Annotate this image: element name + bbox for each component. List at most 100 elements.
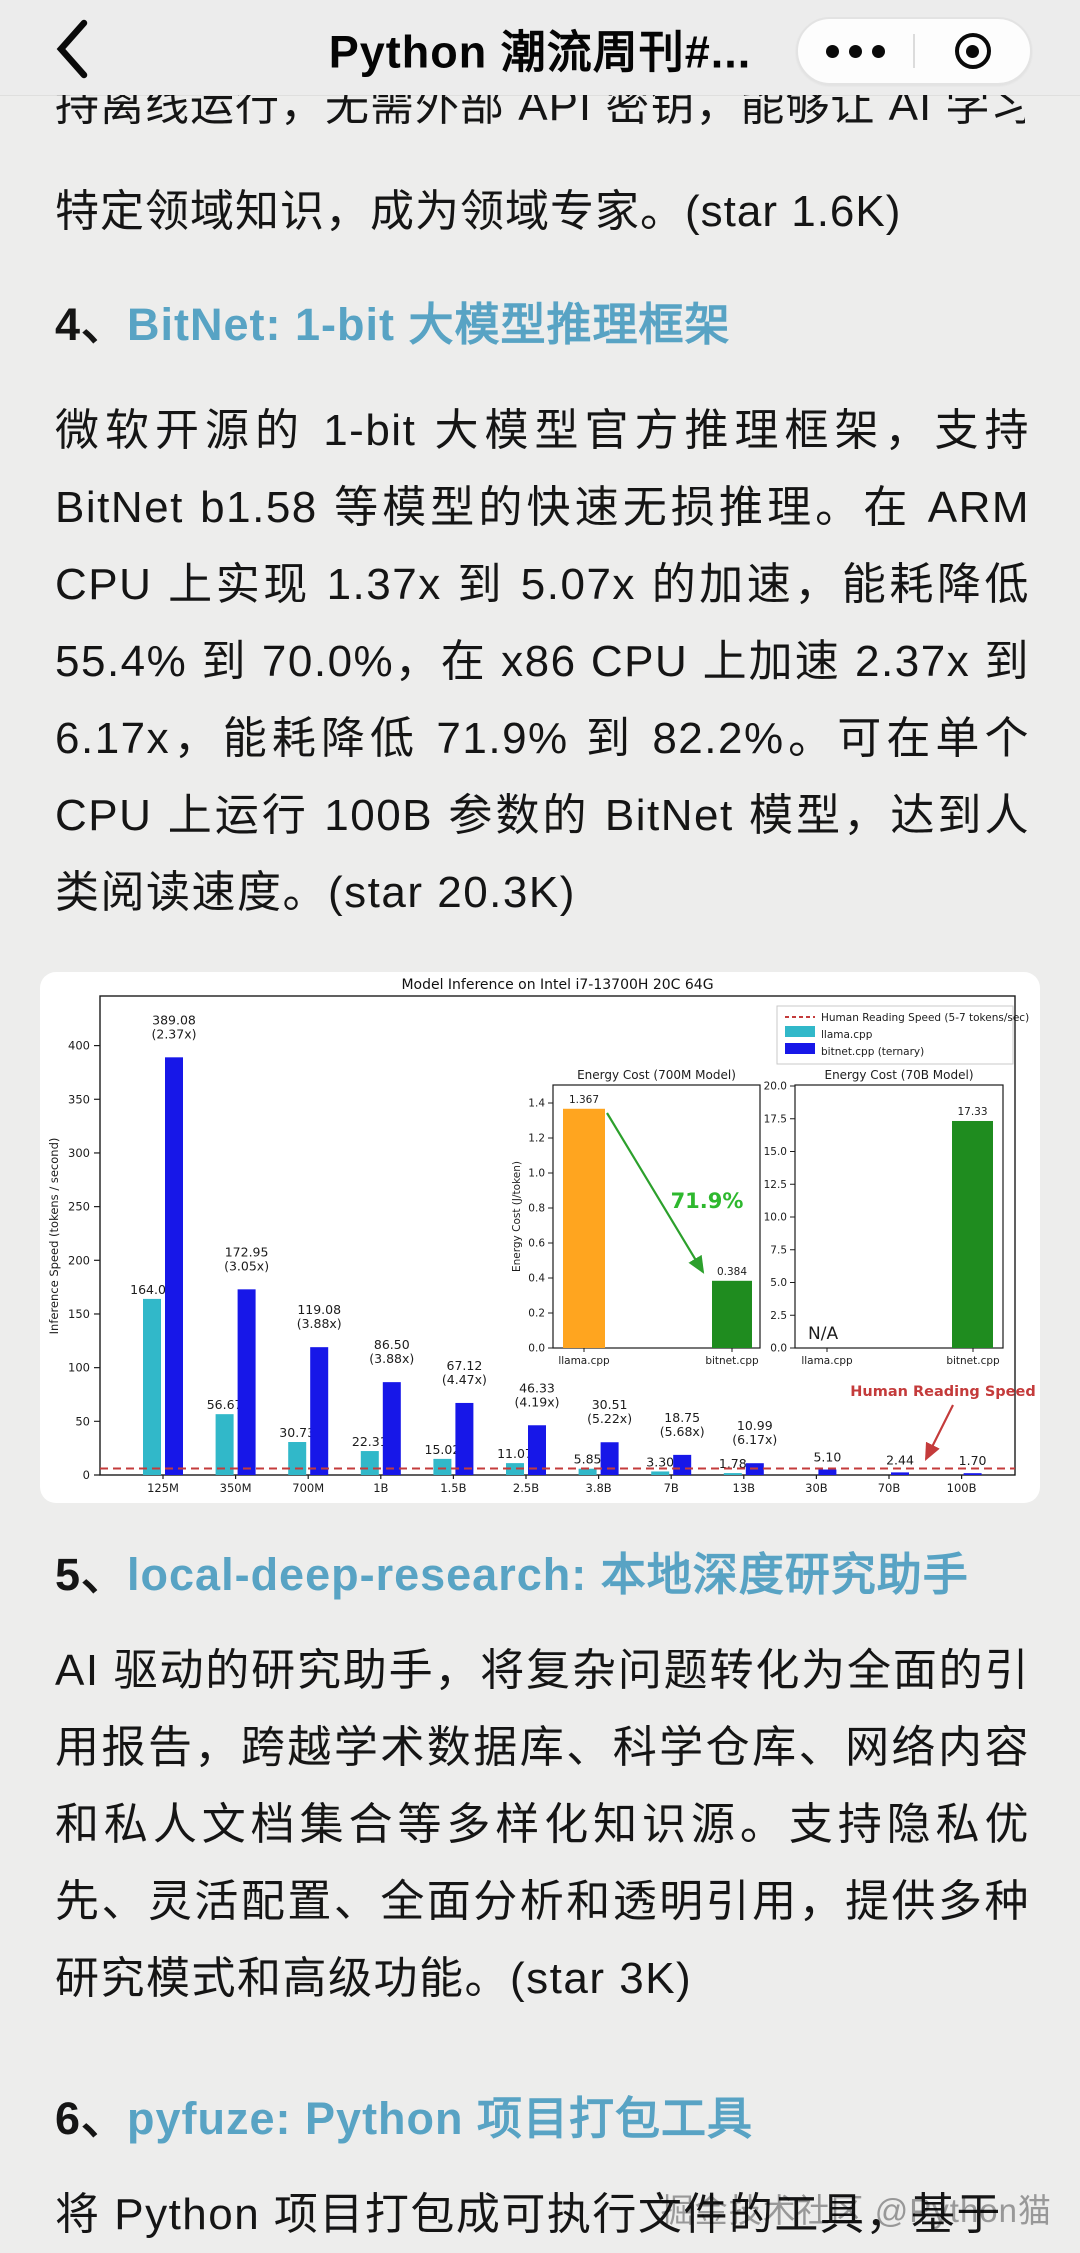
bar bbox=[673, 1454, 692, 1475]
capsule-close-button[interactable] bbox=[915, 19, 1030, 83]
svg-text:15.02: 15.02 bbox=[425, 1442, 461, 1457]
svg-text:1.367: 1.367 bbox=[569, 1094, 599, 1106]
bar bbox=[891, 1472, 909, 1475]
section-number: 5、 bbox=[55, 1549, 128, 1600]
svg-text:3.8B: 3.8B bbox=[586, 1481, 612, 1495]
svg-text:(5.68x): (5.68x) bbox=[660, 1424, 705, 1439]
svg-text:70B: 70B bbox=[878, 1481, 901, 1495]
svg-text:1B: 1B bbox=[373, 1481, 388, 1495]
section-heading-5: 5、local-deep-research: 本地深度研究助手 bbox=[55, 1538, 1025, 1603]
svg-text:11.07: 11.07 bbox=[497, 1446, 533, 1461]
svg-text:10.99: 10.99 bbox=[737, 1418, 773, 1433]
svg-text:86.50: 86.50 bbox=[374, 1337, 410, 1352]
svg-text:22.31: 22.31 bbox=[352, 1434, 388, 1449]
svg-text:llama.cpp: llama.cpp bbox=[558, 1355, 610, 1367]
bar bbox=[215, 1414, 234, 1475]
svg-text:1.78: 1.78 bbox=[719, 1456, 747, 1471]
chevron-left-icon bbox=[56, 19, 88, 79]
svg-text:56.67: 56.67 bbox=[207, 1397, 243, 1412]
paragraph-line: 特定领域知识，成为领域专家。(star 1.6K) bbox=[55, 187, 902, 236]
svg-text:172.95: 172.95 bbox=[225, 1244, 269, 1259]
bar bbox=[600, 1442, 619, 1475]
wechat-capsule bbox=[796, 17, 1032, 85]
svg-text:(2.37x): (2.37x) bbox=[152, 1026, 197, 1041]
svg-text:30.73: 30.73 bbox=[279, 1425, 315, 1440]
svg-text:3.30: 3.30 bbox=[646, 1454, 674, 1469]
section-link-pyfuze[interactable]: pyfuze: Python 项目打包工具 bbox=[127, 2093, 754, 2144]
svg-text:125M: 125M bbox=[147, 1481, 179, 1495]
bar bbox=[455, 1402, 474, 1475]
model-inference-chart: 0 50 100 150 200 250 300 350 400 Inference Speed … bbox=[47, 977, 1036, 1495]
nav-bar: Python 潮流周刊#... bbox=[0, 0, 1080, 95]
svg-text:1.5B: 1.5B bbox=[440, 1481, 466, 1495]
svg-text:Energy Cost (J/token): Energy Cost (J/token) bbox=[511, 1161, 523, 1272]
bar bbox=[963, 1473, 982, 1475]
svg-text:0: 0 bbox=[83, 1468, 90, 1482]
svg-text:5.10: 5.10 bbox=[813, 1450, 841, 1465]
svg-text:700M: 700M bbox=[292, 1481, 324, 1495]
svg-text:200: 200 bbox=[68, 1253, 90, 1267]
bar bbox=[528, 1425, 546, 1475]
svg-text:1.2: 1.2 bbox=[528, 1133, 545, 1145]
svg-text:18.75: 18.75 bbox=[664, 1410, 700, 1425]
svg-text:0.8: 0.8 bbox=[528, 1203, 545, 1215]
svg-text:0.6: 0.6 bbox=[528, 1238, 545, 1250]
svg-text:20.0: 20.0 bbox=[764, 1081, 787, 1093]
chart-title: Model Inference on Intel i7-13700H 20C 6… bbox=[401, 977, 713, 993]
svg-text:12.5: 12.5 bbox=[764, 1179, 787, 1191]
back-button[interactable] bbox=[54, 18, 94, 80]
svg-text:Inference Speed (tokens / seco: Inference Speed (tokens / second) bbox=[47, 1138, 61, 1335]
svg-text:164.04: 164.04 bbox=[130, 1282, 174, 1297]
svg-text:(3.05x): (3.05x) bbox=[224, 1258, 269, 1273]
svg-text:5.0: 5.0 bbox=[770, 1277, 787, 1289]
svg-text:7.5: 7.5 bbox=[770, 1244, 787, 1256]
svg-text:150: 150 bbox=[68, 1307, 90, 1321]
svg-text:250: 250 bbox=[68, 1200, 90, 1214]
bar bbox=[382, 1382, 401, 1475]
svg-text:350M: 350M bbox=[220, 1481, 252, 1495]
watermark: 掘金技术社区 @Python猫 bbox=[660, 2192, 1052, 2229]
bar bbox=[433, 1458, 452, 1475]
svg-text:119.08: 119.08 bbox=[297, 1302, 341, 1317]
three-dots-icon bbox=[826, 44, 885, 58]
svg-text:17.33: 17.33 bbox=[957, 1106, 987, 1118]
svg-text:389.08: 389.08 bbox=[152, 1012, 196, 1027]
svg-text:0.4: 0.4 bbox=[528, 1273, 545, 1285]
svg-text:bitnet.cpp: bitnet.cpp bbox=[946, 1355, 1000, 1367]
svg-text:1.0: 1.0 bbox=[528, 1168, 545, 1180]
bar bbox=[712, 1280, 752, 1348]
svg-text:30.51: 30.51 bbox=[592, 1397, 628, 1412]
svg-text:17.5: 17.5 bbox=[764, 1113, 787, 1125]
chart-image[interactable]: 0 50 100 150 200 250 300 350 400 Inference Speed … bbox=[40, 972, 1040, 1503]
section-heading-4: 4、BitNet: 1-bit 大模型推理框架 bbox=[55, 288, 1025, 353]
svg-text:Energy Cost (700M Model): Energy Cost (700M Model) bbox=[577, 1068, 736, 1082]
bar bbox=[563, 1108, 605, 1348]
section-number: 4、 bbox=[55, 299, 128, 350]
section-link-local-deep-research[interactable]: local-deep-research: 本地深度研究助手 bbox=[127, 1549, 969, 1600]
more-menu-button[interactable] bbox=[798, 19, 913, 83]
svg-text:0.2: 0.2 bbox=[528, 1308, 545, 1320]
bar bbox=[723, 1473, 742, 1475]
svg-text:1.4: 1.4 bbox=[528, 1098, 545, 1110]
bar bbox=[651, 1471, 670, 1475]
svg-text:300: 300 bbox=[68, 1146, 90, 1160]
svg-text:llama.cpp: llama.cpp bbox=[801, 1355, 853, 1367]
svg-text:350: 350 bbox=[68, 1092, 90, 1106]
paragraph-local-deep-research: AI 驱动的研究助手，将复杂问题转化为全面的引用报告，跨越学术数据库、科学仓库、… bbox=[55, 1646, 1030, 2003]
svg-text:(3.88x): (3.88x) bbox=[297, 1316, 342, 1331]
svg-text:(5.22x): (5.22x) bbox=[587, 1411, 632, 1426]
svg-text:1.70: 1.70 bbox=[959, 1453, 987, 1468]
svg-text:100B: 100B bbox=[947, 1481, 977, 1495]
svg-text:400: 400 bbox=[68, 1039, 90, 1053]
svg-text:67.12: 67.12 bbox=[447, 1358, 483, 1373]
svg-text:(4.19x): (4.19x) bbox=[515, 1394, 560, 1409]
legend-box bbox=[776, 1005, 1014, 1065]
bar bbox=[578, 1468, 597, 1475]
section-number: 6、 bbox=[55, 2093, 128, 2144]
bar bbox=[506, 1463, 524, 1475]
bar bbox=[952, 1120, 993, 1348]
section-link-bitnet[interactable]: BitNet: 1-bit 大模型推理框架 bbox=[127, 299, 731, 350]
bar bbox=[310, 1347, 329, 1475]
energy-saving-label: 71.9% bbox=[671, 1189, 744, 1213]
svg-text:Human Reading Speed (5-7 token: Human Reading Speed (5-7 tokens/sec) bbox=[821, 1012, 1029, 1024]
